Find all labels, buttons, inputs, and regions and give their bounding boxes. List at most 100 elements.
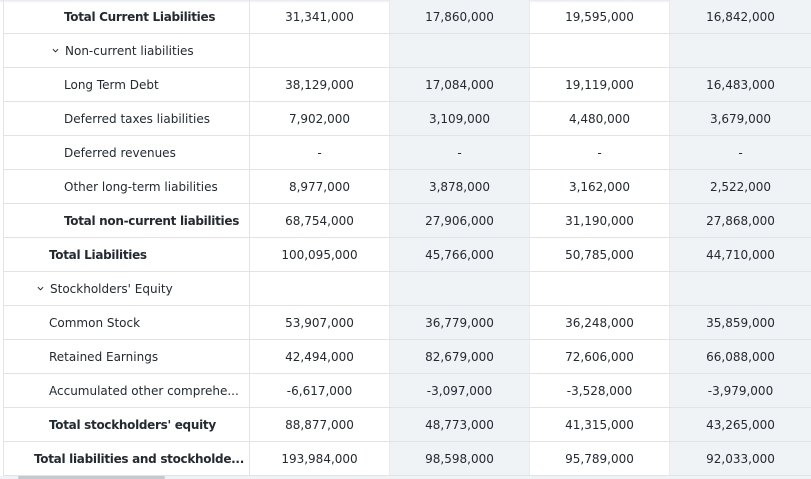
value-cell: 19,595,000 [530,0,670,33]
value-cell: 68,754,000 [250,204,390,237]
value-cell: -3,097,000 [390,374,530,407]
value-cell: 2,522,000 [670,170,811,203]
row-label-text: Common Stock [49,315,141,330]
row-label-text: Stockholders' Equity [50,281,173,296]
row-label-text: Total Liabilities [49,247,147,262]
row-label: Total Liabilities [4,238,250,271]
row-label: Total liabilities and stockholde... [4,442,250,475]
row-label-text: Long Term Debt [64,77,159,92]
value-cell: 41,315,000 [530,408,670,441]
row-label: Common Stock [4,306,250,339]
value-cell: 48,773,000 [390,408,530,441]
value-cell: 27,906,000 [390,204,530,237]
value-cell: -3,979,000 [670,374,811,407]
row-label-text: Retained Earnings [49,349,159,364]
value-cell: 16,842,000 [670,0,811,33]
table-row: Other long-term liabilities 8,977,000 3,87… [4,170,811,204]
value-cell: 4,480,000 [530,102,670,135]
row-label: Total stockholders' equity [4,408,250,441]
value-cell: 3,162,000 [530,170,670,203]
value-cell: -6,617,000 [250,374,390,407]
value-cell: 27,868,000 [670,204,811,237]
row-label: Other long-term liabilities [4,170,250,203]
value-cell [390,34,530,67]
row-label-text: Total liabilities and stockholde... [34,451,244,466]
value-cell [530,34,670,67]
chevron-down-icon[interactable] [37,285,44,292]
value-cell: 3,679,000 [670,102,811,135]
row-label-text: Total Current Liabilities [64,9,216,24]
row-label: Retained Earnings [4,340,250,373]
table-row: Total Liabilities 100,095,000 45,766,000 50… [4,238,811,272]
value-cell: - [670,136,811,169]
value-cell: - [390,136,530,169]
table-row: Total stockholders' equity 88,877,000 48,7… [4,408,811,442]
table-row: Accumulated other comprehe... -6,617,000-… [4,374,811,408]
row-label-text: Deferred taxes liabilities [64,111,210,126]
table-row: Retained Earnings 42,494,000 82,679,000 72,… [4,340,811,374]
value-cell: 98,598,000 [390,442,530,475]
value-cell: 3,878,000 [390,170,530,203]
value-cell: 42,494,000 [250,340,390,373]
value-cell: 19,119,000 [530,68,670,101]
table-row: Total liabilities and stockholde... 193,9… [4,442,811,476]
value-cell [530,272,670,305]
table-row: Deferred taxes liabilities 7,902,000 3,109… [4,102,811,136]
value-cell: 36,248,000 [530,306,670,339]
row-label-text: Accumulated other comprehe... [49,383,239,398]
value-cell [670,34,811,67]
row-label-text: Deferred revenues [64,145,176,160]
row-label-text: Total non-current liabilities [64,213,240,228]
chevron-down-icon[interactable] [52,47,59,54]
table-row: Deferred revenues - - - - [4,136,811,170]
scrollbar-thumb[interactable] [18,476,165,479]
value-cell [390,272,530,305]
value-cell: 82,679,000 [390,340,530,373]
value-cell: 38,129,000 [250,68,390,101]
value-cell: 50,785,000 [530,238,670,271]
value-cell: 8,977,000 [250,170,390,203]
value-cell [250,272,390,305]
value-cell: 44,710,000 [670,238,811,271]
value-cell: 92,033,000 [670,442,811,475]
row-label: Long Term Debt [4,68,250,101]
value-cell: 7,902,000 [250,102,390,135]
horizontal-scrollbar[interactable] [0,476,811,479]
row-label-text: Other long-term liabilities [64,179,218,194]
value-cell: 45,766,000 [390,238,530,271]
value-cell: - [530,136,670,169]
value-cell: 3,109,000 [390,102,530,135]
value-cell: 17,084,000 [390,68,530,101]
value-cell: 66,088,000 [670,340,811,373]
value-cell: -3,528,000 [530,374,670,407]
value-cell [250,34,390,67]
value-cell: 193,984,000 [250,442,390,475]
group-row[interactable]: Stockholders' Equity [4,272,811,306]
value-cell: 31,190,000 [530,204,670,237]
row-label[interactable]: Non-current liabilities [4,34,250,67]
group-row[interactable]: Non-current liabilities [4,34,811,68]
value-cell: 95,789,000 [530,442,670,475]
row-label-text: Total stockholders' equity [49,417,216,432]
value-cell: 35,859,000 [670,306,811,339]
value-cell: 100,095,000 [250,238,390,271]
table-row: Long Term Debt 38,129,000 17,084,000 19,119… [4,68,811,102]
value-cell: 36,779,000 [390,306,530,339]
value-cell: 16,483,000 [670,68,811,101]
row-label-text: Non-current liabilities [65,43,194,58]
value-cell: 72,606,000 [530,340,670,373]
row-label: Accumulated other comprehe... [4,374,250,407]
value-cell: - [250,136,390,169]
row-label: Total Current Liabilities [4,0,250,33]
table-row: Total Current Liabilities 31,341,000 17,86… [4,0,811,34]
row-label: Deferred taxes liabilities [4,102,250,135]
table-row: Common Stock 53,907,000 36,779,000 36,248,0… [4,306,811,340]
balance-sheet-table: Total Current Liabilities 31,341,000 17,86… [3,0,811,476]
value-cell: 17,860,000 [390,0,530,33]
row-label: Deferred revenues [4,136,250,169]
row-label: Total non-current liabilities [4,204,250,237]
value-cell: 43,265,000 [670,408,811,441]
value-cell: 31,341,000 [250,0,390,33]
value-cell: 53,907,000 [250,306,390,339]
row-label[interactable]: Stockholders' Equity [4,272,250,305]
